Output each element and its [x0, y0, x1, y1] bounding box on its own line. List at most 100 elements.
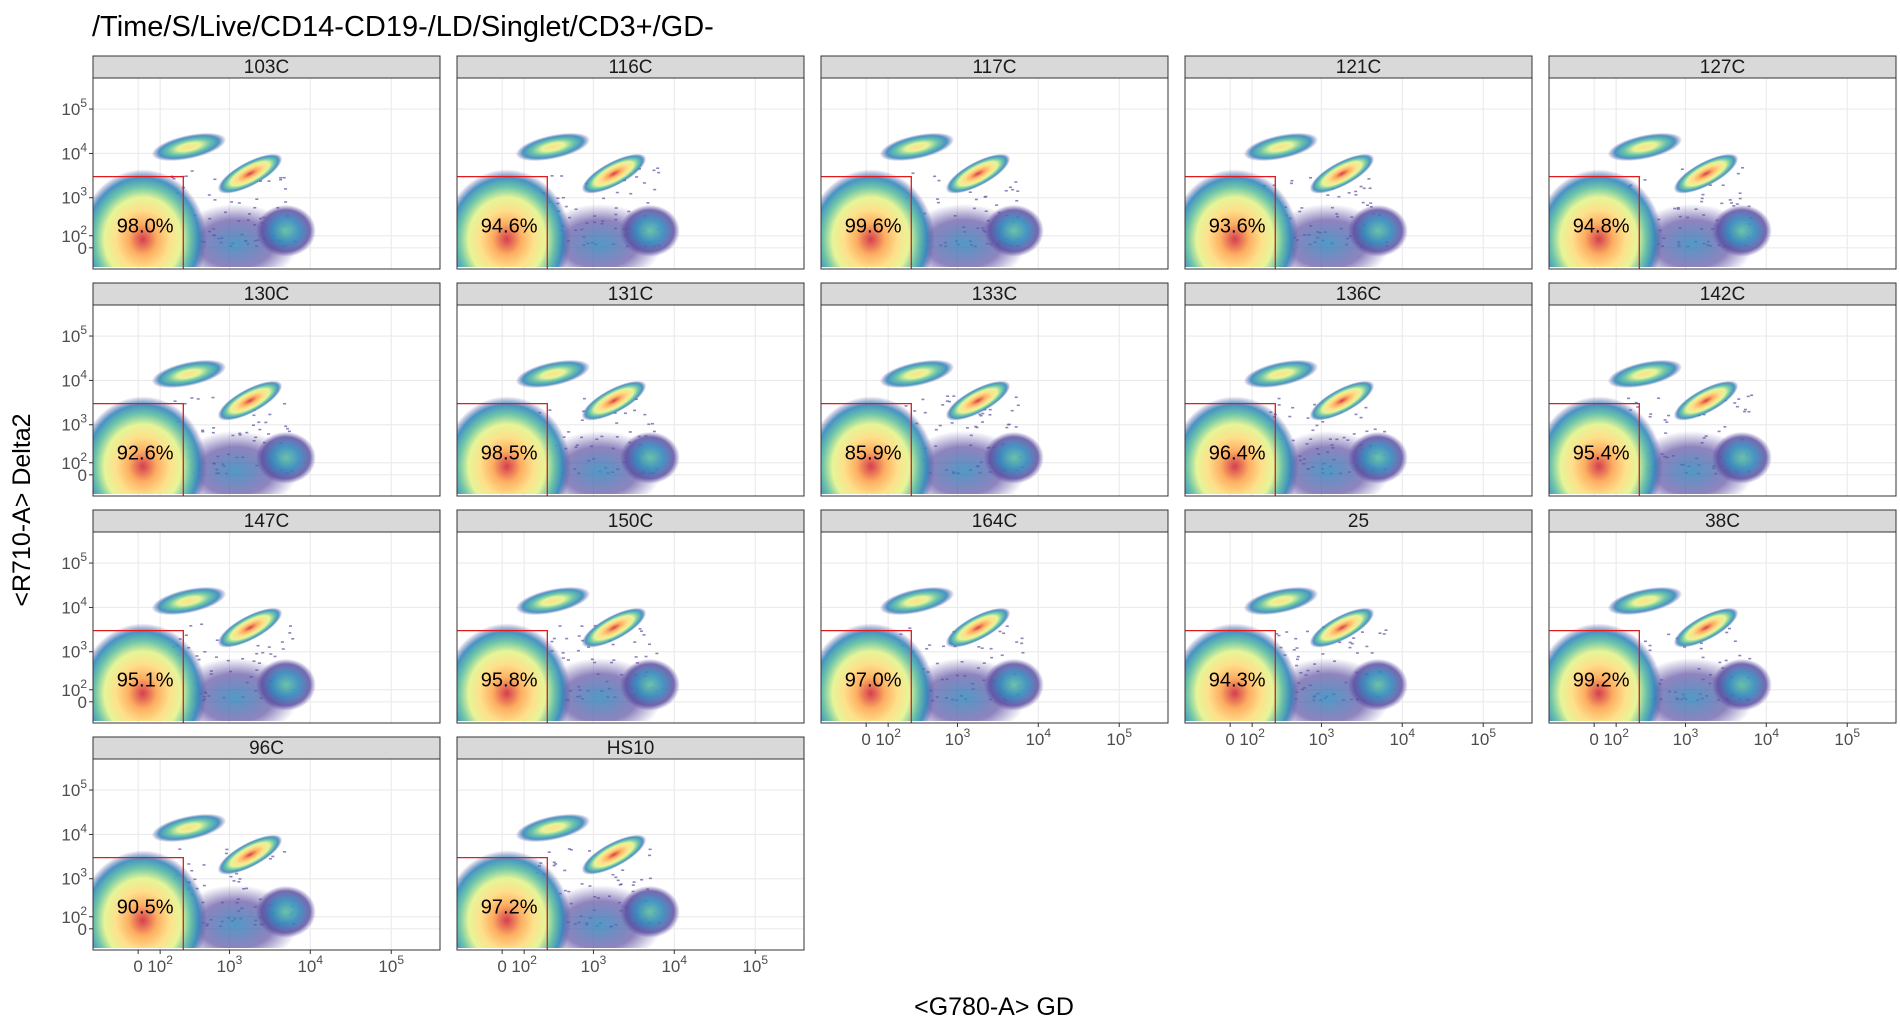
facet-label: 121C	[1336, 57, 1381, 78]
gate-percent-label: 85.9%	[845, 443, 902, 465]
event-point	[225, 848, 229, 851]
event-point	[1295, 647, 1299, 649]
event-point	[203, 651, 207, 653]
event-point	[1360, 631, 1364, 633]
event-point	[1347, 192, 1351, 194]
event-point	[1648, 649, 1652, 652]
density-region	[581, 834, 647, 875]
event-point	[1008, 186, 1012, 189]
density-region	[619, 431, 680, 484]
x-tick-label: 104	[1025, 726, 1051, 749]
event-point	[229, 875, 233, 878]
density-points	[93, 813, 316, 948]
event-point	[565, 637, 569, 640]
gate-boundary	[1549, 630, 1640, 723]
gate-boundary	[93, 176, 184, 269]
event-point	[602, 197, 606, 200]
gate-percent-label: 99.2%	[1573, 670, 1630, 692]
gate-boundary	[1549, 176, 1640, 269]
y-tick-label: 102	[61, 677, 87, 700]
event-point	[629, 192, 633, 195]
event-point	[980, 647, 984, 649]
event-point	[983, 196, 987, 198]
event-point	[202, 864, 206, 866]
density-region	[255, 885, 316, 938]
event-point	[631, 884, 635, 886]
panel-border	[456, 304, 805, 497]
density-region	[619, 204, 680, 257]
density-points	[821, 132, 1044, 267]
event-point	[1643, 640, 1647, 643]
event-point	[995, 204, 999, 206]
event-point	[950, 422, 954, 424]
event-point	[965, 427, 969, 429]
facet-label: 131C	[608, 284, 653, 305]
event-point	[1667, 633, 1671, 636]
facet-label: 116C	[608, 57, 652, 78]
event-point	[1657, 397, 1661, 400]
event-point	[1680, 168, 1684, 171]
event-point	[558, 625, 562, 627]
event-point	[588, 850, 592, 852]
density-region	[255, 658, 316, 711]
event-point	[933, 175, 937, 178]
event-point	[1383, 430, 1387, 433]
gate-percent-label: 92.6%	[117, 443, 174, 465]
facet-label: 96C	[249, 738, 284, 759]
event-point	[1649, 413, 1653, 415]
event-point	[550, 175, 554, 177]
event-point	[286, 427, 290, 430]
event-point	[190, 869, 194, 872]
facet-label: 142C	[1700, 284, 1745, 305]
density-region	[1673, 607, 1739, 648]
gate-boundary	[93, 630, 184, 723]
event-point	[974, 425, 978, 428]
event-point	[1015, 199, 1019, 202]
event-point	[638, 628, 642, 630]
event-point	[284, 201, 288, 203]
event-point	[1000, 654, 1004, 657]
event-point	[1364, 406, 1368, 409]
density-region	[581, 153, 647, 194]
facet-label: 130C	[244, 284, 289, 305]
y-tick-label: 104	[61, 140, 87, 163]
event-point	[196, 398, 200, 400]
event-point	[1016, 404, 1020, 407]
y-tick-label: 103	[61, 185, 87, 208]
event-point	[968, 191, 972, 194]
density-region	[1347, 204, 1408, 257]
event-point	[1348, 641, 1352, 644]
event-point	[1384, 629, 1388, 631]
density-region	[255, 431, 316, 484]
panel-border	[456, 758, 805, 951]
event-point	[569, 848, 573, 851]
event-point	[550, 640, 554, 643]
event-point	[979, 414, 983, 417]
gate-percent-label: 97.2%	[481, 897, 538, 919]
event-point	[633, 409, 637, 412]
event-point	[1275, 632, 1279, 635]
event-point	[190, 397, 194, 399]
event-point	[640, 878, 644, 881]
panel-border	[1184, 531, 1533, 724]
density-region	[879, 586, 955, 616]
density-region	[1549, 169, 1663, 267]
event-point	[611, 643, 615, 646]
event-point	[255, 198, 259, 200]
event-point	[1727, 627, 1731, 630]
event-point	[1634, 401, 1638, 404]
event-point	[552, 861, 556, 864]
event-point	[261, 651, 265, 654]
x-tick-label: 104	[297, 953, 323, 976]
gate-boundary	[457, 630, 548, 723]
event-point	[1354, 194, 1358, 196]
x-tick-label: 0	[861, 730, 870, 749]
density-region	[1549, 623, 1663, 721]
event-point	[237, 202, 241, 204]
event-point	[1005, 625, 1009, 628]
event-point	[628, 431, 632, 433]
density-points	[93, 132, 316, 267]
density-region	[1673, 380, 1739, 421]
density-region	[1185, 396, 1299, 494]
y-tick-label: 104	[61, 821, 87, 844]
